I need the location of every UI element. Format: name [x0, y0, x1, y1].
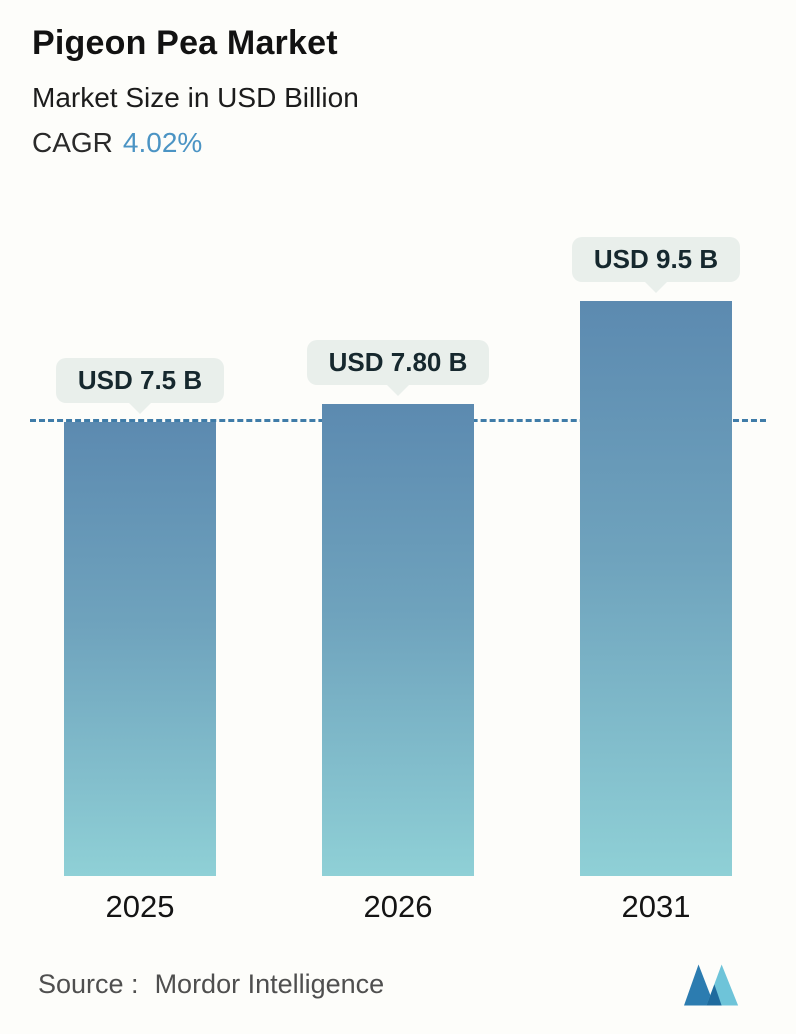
bar-value-label-2025: USD 7.5 B — [55, 357, 225, 403]
bar-2031 — [580, 300, 732, 876]
bar-2025 — [64, 421, 216, 876]
label-pointer-icon — [387, 384, 409, 396]
source-value: Mordor Intelligence — [154, 969, 385, 1000]
chart-subtitle: Market Size in USD Billion — [32, 81, 359, 113]
source-label: Source : — [38, 969, 139, 1000]
bar-column-2026: USD 7.80 B — [306, 196, 490, 876]
mordor-intelligence-logo — [684, 964, 739, 1006]
cagr-label: CAGR — [32, 127, 113, 159]
x-axis-label-2026: 2026 — [363, 888, 433, 924]
cagr-value: 4.02% — [122, 127, 203, 159]
label-pointer-icon — [129, 402, 151, 414]
chart-title: Pigeon Pea Market — [32, 24, 338, 62]
source-line: Source : Mordor Intelligence — [38, 969, 384, 1000]
cagr-line: CAGR 4.02% — [32, 126, 764, 160]
chart-header: Pigeon Pea Market Market Size in USD Bil… — [0, 22, 796, 160]
chart-footer: Source : Mordor Intelligence — [0, 964, 796, 1006]
bar-2026 — [322, 403, 474, 876]
x-axis-labels: 2025 2026 2031 — [30, 888, 766, 926]
bar-column-2031: USD 9.5 B — [571, 196, 741, 876]
bar-columns: USD 7.5 B USD 7.80 B USD 9.5 B — [30, 196, 766, 876]
x-axis-label-2031: 2031 — [621, 888, 691, 924]
bar-chart: USD 7.5 B USD 7.80 B USD 9.5 B — [30, 196, 766, 876]
bar-value-label-2026: USD 7.80 B — [306, 339, 490, 385]
bar-value-label-2031: USD 9.5 B — [571, 236, 741, 282]
x-axis-label-2025: 2025 — [105, 888, 175, 924]
bar-column-2025: USD 7.5 B — [55, 196, 225, 876]
label-pointer-icon — [645, 281, 667, 293]
